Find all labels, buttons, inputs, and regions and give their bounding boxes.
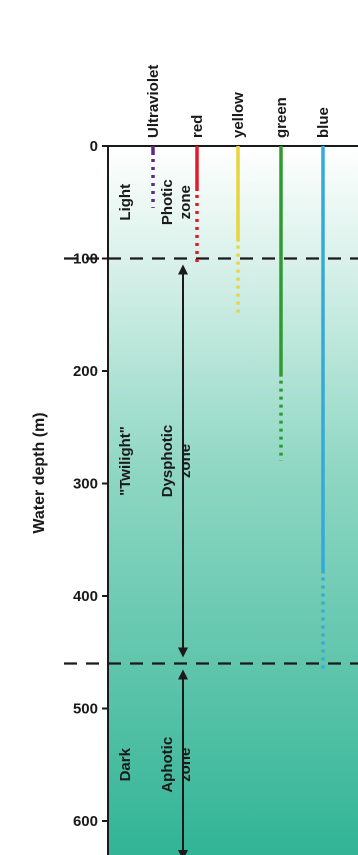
wavelength-label-red: red: [189, 115, 206, 138]
y-tick-label: 500: [73, 701, 98, 718]
zone-suffix-label: zone: [177, 185, 194, 219]
zone-suffix-label: zone: [177, 748, 194, 782]
zone-name-label: Aphotic: [159, 737, 176, 793]
wavelength-label-blue: blue: [315, 107, 332, 138]
zone-light-label: Light: [117, 184, 134, 221]
zone-name-label: Photic: [159, 179, 176, 225]
water-column: [108, 146, 358, 855]
arrow-head-down: [178, 647, 188, 658]
zone-light-label: Dark: [117, 747, 134, 781]
zone-labels: Light Photic zone"Twilight" Dysphotic zoneDa…: [117, 179, 194, 855]
arrow-head-up: [178, 669, 188, 680]
y-tick-label: 0: [90, 138, 98, 155]
wavelength-label-ultraviolet: Ultraviolet: [145, 65, 162, 138]
y-tick-label: 100: [73, 251, 98, 268]
zone-suffix-label: zone: [177, 444, 194, 478]
y-tick-label: 600: [73, 813, 98, 830]
wavelength-label-yellow: yellow: [230, 92, 247, 138]
y-axis-label: Water depth (m): [31, 412, 48, 533]
wavelength-label-green: green: [273, 97, 290, 138]
y-tick-label: 400: [73, 588, 98, 605]
zone-name-label: Dysphotic: [159, 425, 176, 498]
depth-axis: 0 100 200 300 400 500 600: [73, 138, 358, 855]
y-tick-label: 300: [73, 476, 98, 493]
zone-light-label: "Twilight": [117, 426, 134, 496]
wavelength-lines: Ultraviolet red yellow green blue: [145, 65, 332, 670]
zone-boundaries: [64, 257, 358, 665]
arrow-head-up: [178, 264, 188, 275]
y-tick-label: 200: [73, 363, 98, 380]
arrow-head-down: [178, 850, 188, 855]
